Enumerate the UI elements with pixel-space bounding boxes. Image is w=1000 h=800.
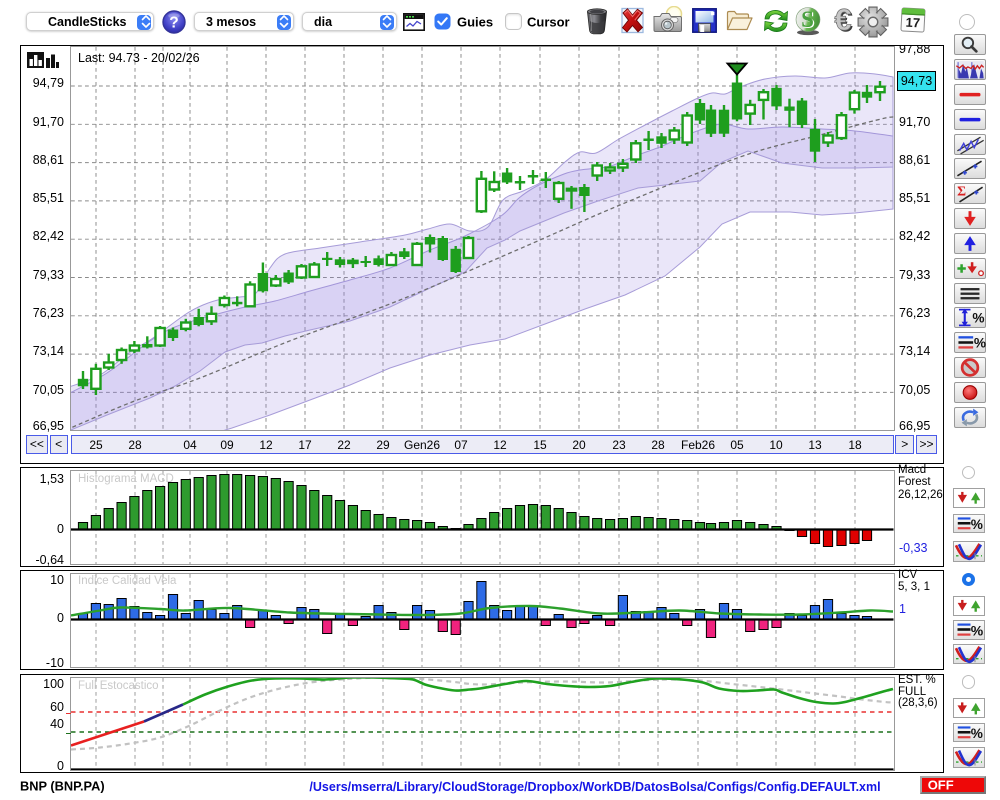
svg-text:S: S [801,7,814,32]
svg-text:17: 17 [905,15,920,31]
svg-text:%: % [972,311,984,326]
svg-text:%: % [971,622,984,638]
svg-text:%: % [971,726,983,741]
svg-text:%: % [974,336,986,351]
svg-text:€: € [836,5,853,36]
svg-text:%: % [971,517,983,532]
svg-text:Σ: Σ [957,184,966,199]
svg-text:?: ? [169,14,178,31]
svg-text:€: € [834,5,851,36]
svg-text:S: S [802,8,815,34]
